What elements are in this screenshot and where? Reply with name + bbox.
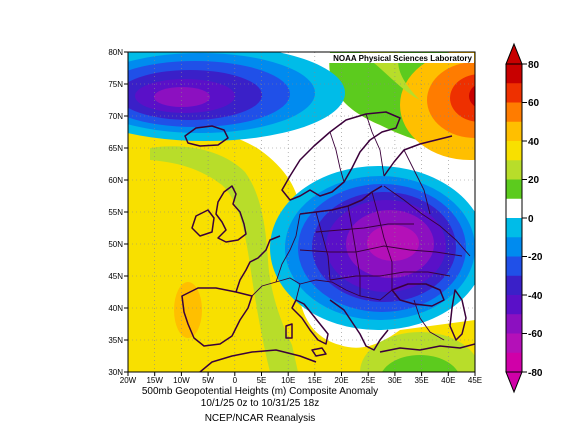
lon-label: 0: [233, 376, 238, 385]
lon-label: 15E: [308, 376, 322, 385]
colorbar-segment: [506, 179, 522, 200]
lon-label: 10E: [281, 376, 295, 385]
colorbar-label: 80: [528, 60, 540, 71]
lon-label: 40E: [441, 376, 455, 385]
credit-text: NOAA Physical Sciences Laboratory: [333, 54, 472, 63]
colorbar-segment: [506, 218, 522, 238]
colorbar-segment: [506, 141, 522, 161]
colorbar-segment: [506, 352, 522, 373]
colorbar-label: -40: [528, 291, 543, 302]
lat-label: 55N: [108, 208, 123, 217]
lat-label: 35N: [108, 336, 123, 345]
lon-label: 35E: [414, 376, 428, 385]
colorbar-segment: [506, 160, 522, 180]
colorbar-segment: [506, 237, 522, 257]
credit-box: [327, 53, 474, 63]
lat-label: 30N: [108, 368, 123, 377]
colorbar-segment: [506, 83, 522, 103]
lat-ticks: [124, 51, 128, 373]
colorbar-segment: [506, 275, 522, 296]
lat-label: 80N: [108, 48, 123, 57]
colorbar-segment: [506, 333, 522, 354]
lon-label: 20W: [120, 376, 137, 385]
colorbar-label: -80: [528, 368, 543, 379]
colorbar-label: 60: [528, 98, 540, 109]
lat-label: 70N: [108, 112, 123, 121]
colorbar-segment: [506, 102, 522, 123]
caption-title: 500mb Geopotential Heights (m) Composite…: [141, 386, 379, 397]
colorbar-label: 0: [528, 214, 534, 225]
caption-source: NCEP/NCAR Reanalysis: [204, 413, 316, 424]
lon-label: 15W: [146, 376, 163, 385]
colorbar-label: 20: [528, 175, 540, 186]
colorbar-segment: [506, 198, 522, 219]
colorbar-label: 40: [528, 137, 540, 148]
colorbar-segment: [506, 295, 522, 315]
lon-label: 30E: [388, 376, 402, 385]
political-borders: [251, 113, 471, 341]
lon-label: 45E: [468, 376, 482, 385]
lat-labels: 80N 75N 70N 65N 60N 55N 50N 45N 40N 35N …: [108, 48, 123, 377]
lat-label: 50N: [108, 240, 123, 249]
colorbar-segment: [506, 256, 522, 277]
colorbar-segment: [506, 314, 522, 334]
lon-label: 5W: [202, 376, 214, 385]
caption-dates: 10/1/25 0z to 10/31/25 18z: [200, 398, 320, 409]
colorbar: 80 60 40 20 0 -20 -40 -60 -80: [505, 42, 543, 394]
lat-label: 75N: [108, 80, 123, 89]
colorbar-label: -20: [528, 252, 543, 263]
lon-label: 20E: [334, 376, 348, 385]
lat-label: 45N: [108, 272, 123, 281]
coastlines: [181, 111, 475, 372]
lat-label: 65N: [108, 144, 123, 153]
lon-ticks: [127, 372, 476, 376]
colorbar-segment: [506, 64, 522, 84]
lon-label: 5E: [257, 376, 267, 385]
colorbar-top-arrow: [505, 42, 523, 65]
lon-label: 25E: [361, 376, 375, 385]
lon-label: 10W: [173, 376, 190, 385]
lat-label: 40N: [108, 304, 123, 313]
lat-label: 60N: [108, 176, 123, 185]
lon-labels: 20W 15W 10W 5W 0 5E 10E 15E 20E 25E 30E …: [120, 376, 482, 385]
colorbar-segment: [506, 121, 522, 142]
colorbar-label: -60: [528, 329, 543, 340]
